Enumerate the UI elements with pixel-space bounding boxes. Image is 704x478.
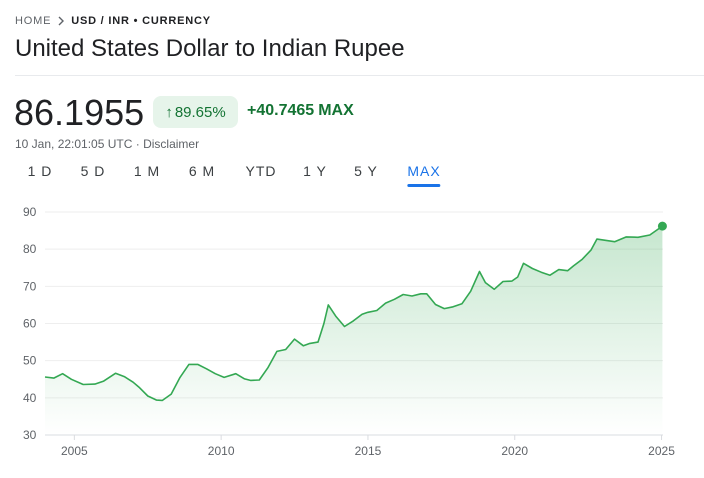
breadcrumb-home-link[interactable]: HOME [15,15,52,27]
page-title: United States Dollar to Indian Rupee [15,35,405,62]
x-tick-label: 2025 [648,444,675,458]
change-percent-value: 89.65% [174,103,226,121]
arrow-up-icon: ↑ [165,103,173,121]
tab-ytd[interactable]: YTD [245,163,277,179]
change-percent-badge: ↑ 89.65% [153,96,238,128]
current-price: 86.1955 [14,92,145,133]
timestamp: 10 Jan, 22:01:05 UTC [15,137,133,151]
y-tick-label: 40 [23,391,37,405]
price-chart[interactable]: 30 40 50 60 70 80 90 2005 2010 2015 2020 2025 [0,195,704,478]
x-tick-label: 2020 [501,444,528,458]
breadcrumb: HOME USD / INR • CURRENCY [15,15,211,27]
y-tick-label: 90 [23,205,37,219]
time-range-tabs: 1 D 5 D 1 M 6 M YTD 1 Y 5 Y MAX [0,163,704,187]
change-summary: +40.7465 MAX [247,102,354,120]
tab-6m[interactable]: 6 M [188,163,216,179]
x-tick-label: 2015 [355,444,382,458]
tab-5y[interactable]: 5 Y [354,163,378,179]
y-tick-label: 80 [23,242,37,256]
tab-1d[interactable]: 1 D [27,163,53,179]
chevron-right-icon [57,16,65,26]
price-area-fill [45,226,663,435]
tab-max[interactable]: MAX [407,163,442,187]
disclaimer-link[interactable]: Disclaimer [143,137,200,151]
price-line [44,225,663,402]
tab-1y[interactable]: 1 Y [303,163,327,179]
breadcrumb-current: USD / INR • CURRENCY [71,15,211,27]
y-tick-label: 50 [23,354,37,368]
y-tick-label: 70 [23,279,37,293]
y-tick-label: 30 [23,428,37,442]
x-tick-label: 2010 [208,444,235,458]
latest-price-point [657,221,667,231]
y-tick-label: 60 [23,317,37,331]
change-absolute-value: +40.7465 [247,102,315,119]
tab-5d[interactable]: 5 D [80,163,106,179]
change-period-label: MAX [318,102,354,119]
price-meta: 10 Jan, 22:01:05 UTC · Disclaimer [15,137,199,151]
x-tick-label: 2005 [61,444,88,458]
divider [15,75,704,76]
meta-separator: · [135,137,140,151]
tab-1m[interactable]: 1 M [133,163,161,179]
